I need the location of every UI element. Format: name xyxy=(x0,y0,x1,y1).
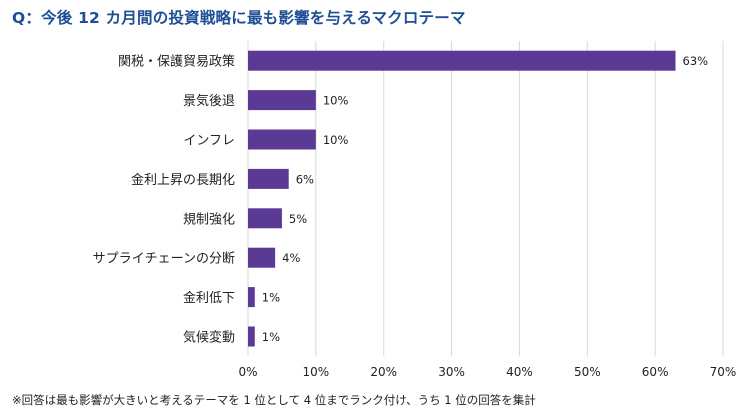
data-label: 10% xyxy=(323,94,349,108)
bar xyxy=(248,287,255,308)
x-tick-label: 20% xyxy=(370,365,397,379)
data-label: 10% xyxy=(323,133,349,147)
footnote: ※回答は最も影響が大きいと考えるテーマを 1 位として 4 位までランク付け、う… xyxy=(12,393,536,407)
x-tick-label: 40% xyxy=(506,365,533,379)
x-tick-label: 60% xyxy=(642,365,669,379)
bar xyxy=(248,129,316,150)
category-label: サプライチェーンの分断 xyxy=(93,252,235,267)
bar xyxy=(248,168,289,189)
data-label: 6% xyxy=(296,172,314,186)
x-tick-label: 30% xyxy=(438,365,465,379)
x-tick-label: 10% xyxy=(303,365,330,379)
data-label: 4% xyxy=(282,251,300,265)
data-label: 1% xyxy=(262,330,280,344)
data-label: 1% xyxy=(262,291,280,305)
category-label: 景気後退 xyxy=(183,93,235,109)
category-label: 金利低下 xyxy=(183,290,235,306)
data-label: 63% xyxy=(683,54,709,68)
data-label: 5% xyxy=(289,212,307,226)
category-label: 金利上昇の長期化 xyxy=(131,172,235,188)
chart-title: Q：今後 12 カ月間の投資戦略に最も影響を与えるマクロテーマ xyxy=(12,9,466,27)
bar xyxy=(248,208,282,229)
x-tick-label: 0% xyxy=(238,365,257,379)
bar xyxy=(248,247,276,268)
category-label: 気候変動 xyxy=(183,330,235,346)
category-label: 規制強化 xyxy=(183,212,235,227)
bar xyxy=(248,90,316,111)
bar xyxy=(248,326,255,347)
bar xyxy=(248,50,676,71)
category-label: 関税・保護貿易政策 xyxy=(118,54,235,70)
category-label: インフレ xyxy=(183,134,235,149)
x-tick-label: 50% xyxy=(574,365,601,379)
x-tick-label: 70% xyxy=(710,365,737,379)
